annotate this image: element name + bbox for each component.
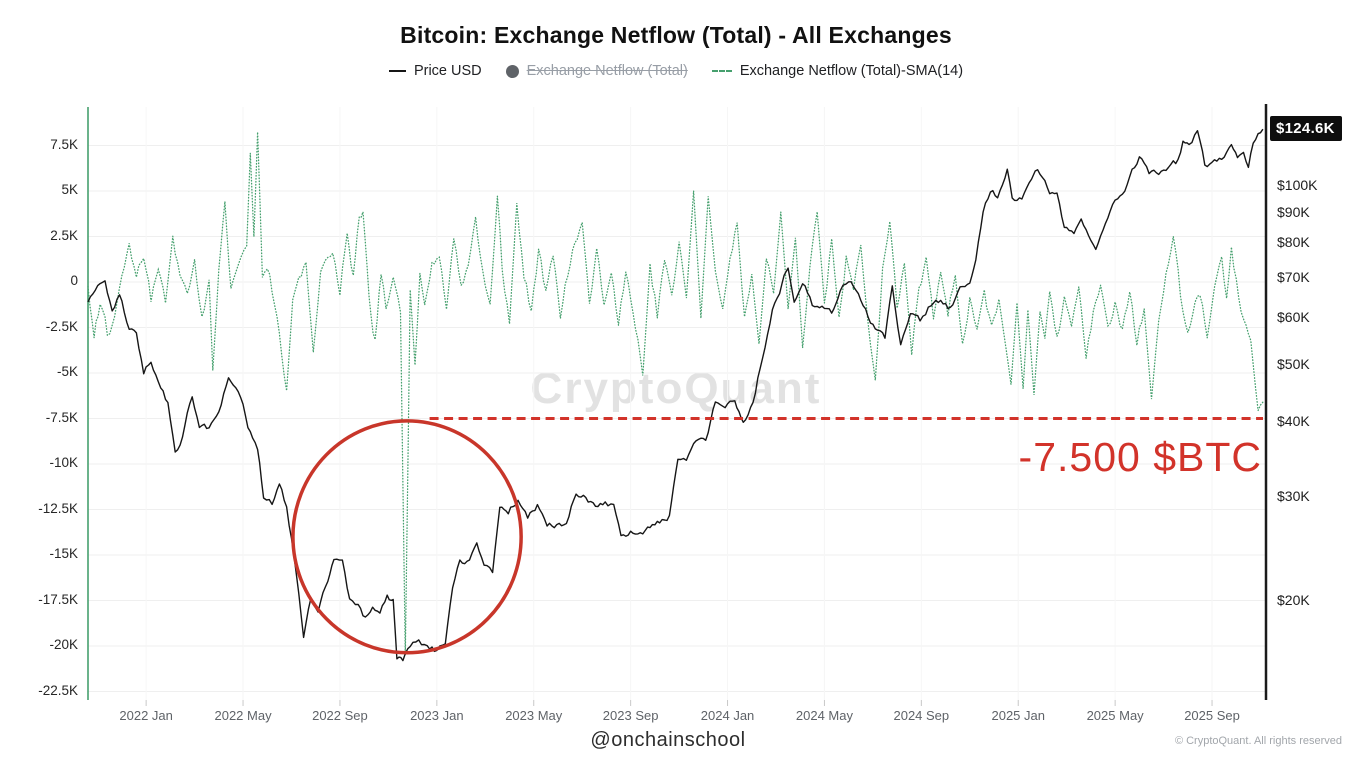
- left-axis-tick: -10K: [49, 455, 78, 470]
- series-line-icon: [388, 70, 406, 72]
- last-price-badge: $124.6K: [1270, 116, 1342, 142]
- netflow-sma-line: [87, 132, 1264, 655]
- x-axis-tick: 2025 May: [1086, 708, 1144, 723]
- left-axis-tick: 5K: [61, 182, 78, 197]
- left-axis-tick: -12.5K: [38, 500, 78, 516]
- x-axis-tick: 2022 Jan: [119, 708, 173, 723]
- left-axis-tick: -7.5K: [45, 409, 78, 425]
- left-axis-tick: -15K: [49, 546, 78, 561]
- series-line-icon: [711, 70, 732, 72]
- x-axis-tick: 2024 May: [795, 708, 853, 723]
- author-handle: @onchainschool: [590, 729, 746, 751]
- legend-label: Exchange Netflow (Total): [526, 63, 688, 79]
- left-axis-tick: 0: [70, 273, 78, 288]
- x-axis-tick: 2023 Jan: [410, 708, 464, 723]
- right-axis-tick: $50K: [1277, 355, 1310, 372]
- left-axis-tick: -17.5K: [38, 591, 78, 607]
- right-axis-tick: $30K: [1277, 487, 1310, 504]
- left-axis-tick: -5K: [56, 364, 78, 379]
- left-axis-tick: -20K: [49, 637, 78, 652]
- legend-label: Price USD: [413, 63, 482, 79]
- x-axis-tick: 2022 May: [214, 708, 272, 723]
- x-axis-tick: 2024 Jan: [700, 708, 755, 723]
- highlight-circle: [291, 419, 523, 655]
- right-axis-tick: $100K: [1277, 176, 1318, 193]
- legend-item-netflow[interactable]: Exchange Netflow (Total): [505, 63, 688, 79]
- chart-title: Bitcoin: Exchange Netflow (Total) - All …: [400, 22, 952, 48]
- series-dot-icon: [505, 64, 519, 78]
- right-axis-tick: $20K: [1277, 592, 1310, 609]
- legend-label: Exchange Netflow (Total)-SMA(14): [739, 63, 964, 79]
- right-axis-tick: $90K: [1277, 203, 1310, 220]
- cryptoquant-watermark: CryptoQuant: [530, 364, 822, 413]
- copyright-notice: © CryptoQuant. All rights reserved: [1174, 735, 1342, 747]
- right-axis-tick: $80K: [1277, 234, 1310, 251]
- left-axis-tick: -22.5K: [38, 682, 78, 698]
- price-line: [87, 128, 1264, 662]
- right-axis-tick: $40K: [1277, 413, 1310, 430]
- left-axis-tick: 2.5K: [50, 227, 78, 243]
- legend-item-netflow-sma[interactable]: Exchange Netflow (Total)-SMA(14): [711, 63, 964, 79]
- right-axis-tick: $70K: [1277, 268, 1310, 285]
- x-axis-tick: 2023 May: [505, 708, 563, 723]
- legend: Price USD Exchange Netflow (Total) Exchang…: [0, 63, 1352, 79]
- left-axis-tick: -2.5K: [45, 318, 78, 334]
- x-axis-tick: 2025 Sep: [1184, 708, 1240, 723]
- x-axis-tick: 2024 Sep: [893, 708, 950, 723]
- legend-item-price[interactable]: Price USD: [388, 63, 482, 79]
- netflow-annotation-text: -7.500 $BTC: [1018, 434, 1262, 480]
- x-axis-tick: 2023 Sep: [602, 708, 659, 723]
- right-axis-tick: $60K: [1277, 308, 1310, 325]
- left-axis-tick: 7.5K: [50, 136, 78, 152]
- x-axis-tick: 2025 Jan: [991, 708, 1045, 723]
- x-axis-tick: 2022 Sep: [312, 708, 368, 723]
